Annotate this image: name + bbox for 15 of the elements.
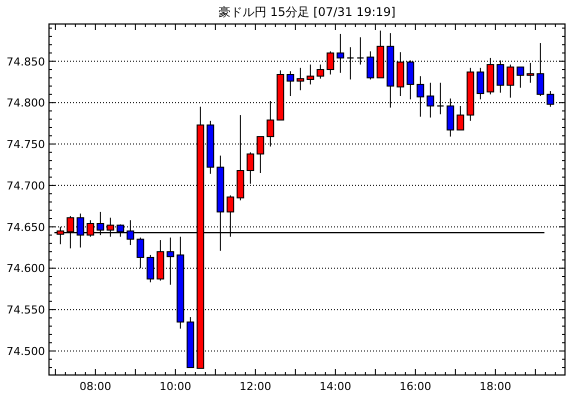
y-tick-label: 74.750 [6,138,45,152]
x-tick-label: 16:00 [400,380,432,393]
y-tick-label: 74.550 [6,304,45,317]
y-tick-label: 74.600 [6,262,45,276]
x-tick-label: 14:00 [320,380,352,393]
y-tick-label: 74.650 [6,220,45,234]
x-tick-label: 10:00 [160,380,192,393]
y-tick-label: 74.500 [6,344,45,358]
x-tick-label: 12:00 [240,380,272,393]
y-tick-label: 74.850 [6,55,45,68]
y-tick-label: 74.700 [6,179,45,192]
x-tick-label: 08:00 [80,380,112,393]
x-tick-label: 18:00 [480,380,512,393]
chart-title: 豪ドル円 15分足 [07/31 19:19] [218,5,396,19]
y-tick-label: 74.800 [6,96,45,110]
